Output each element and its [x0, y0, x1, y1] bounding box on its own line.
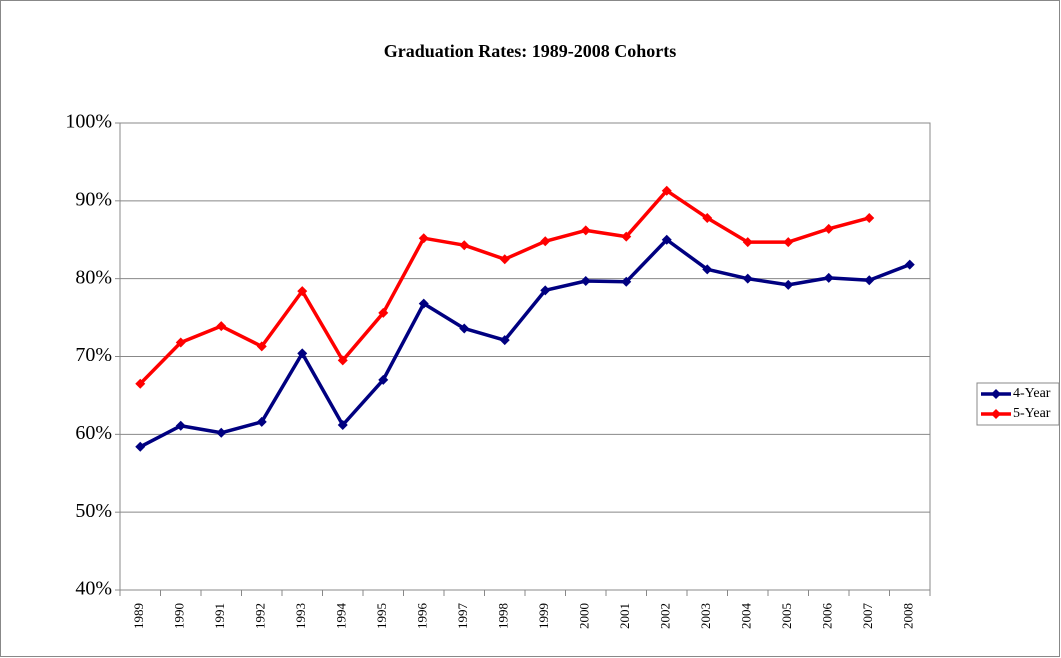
x-tick-label: 1989 — [131, 603, 146, 629]
data-point — [297, 348, 308, 359]
data-point — [337, 355, 348, 366]
data-point — [256, 341, 267, 352]
y-tick-label: 60% — [75, 422, 112, 444]
data-point — [621, 276, 632, 287]
data-point — [216, 427, 227, 438]
data-point — [135, 378, 146, 389]
data-point — [783, 237, 794, 248]
data-point — [864, 275, 875, 286]
data-point — [499, 335, 510, 346]
y-tick-label: 90% — [75, 188, 112, 210]
data-point — [175, 420, 186, 431]
chart-title: Graduation Rates: 1989-2008 Cohorts — [384, 41, 677, 61]
data-point — [783, 279, 794, 290]
data-point — [823, 223, 834, 234]
series-line — [139, 238, 911, 449]
x-tick-label: 2005 — [779, 603, 794, 629]
x-tick-label: 1999 — [536, 603, 551, 629]
x-tick-label: 2000 — [577, 603, 592, 629]
x-tick-label: 2006 — [820, 603, 835, 630]
data-point — [297, 286, 308, 297]
data-point — [904, 259, 915, 270]
data-point — [378, 374, 389, 385]
y-tick-label: 70% — [75, 344, 112, 366]
y-tick-label: 100% — [65, 111, 112, 133]
data-point — [823, 272, 834, 283]
data-point — [864, 212, 875, 223]
data-point — [337, 419, 348, 430]
x-tick-label: 2002 — [658, 603, 673, 629]
data-point — [418, 233, 429, 244]
data-point — [702, 264, 713, 275]
data-point — [540, 236, 551, 247]
data-point — [418, 298, 429, 309]
data-point — [742, 273, 753, 284]
x-tick-label: 1993 — [293, 603, 308, 629]
legend-label: 4-Year — [1013, 386, 1051, 401]
data-point — [499, 254, 510, 265]
x-tick-label: 1992 — [253, 603, 268, 629]
data-point — [702, 212, 713, 223]
data-point — [459, 240, 470, 251]
data-point — [378, 307, 389, 318]
legend-label: 5-Year — [1013, 406, 1051, 421]
data-point — [135, 441, 146, 452]
legend-marker — [991, 389, 1001, 399]
x-tick-label: 1996 — [415, 603, 430, 630]
legend-marker — [991, 409, 1001, 419]
data-point — [540, 285, 551, 296]
y-tick-label: 40% — [75, 578, 112, 600]
x-tick-label: 2001 — [617, 603, 632, 629]
x-tick-label: 1997 — [455, 603, 470, 630]
data-point — [580, 225, 591, 236]
x-tick-label: 2004 — [739, 603, 754, 630]
data-point — [621, 231, 632, 242]
x-tick-label: 2003 — [698, 603, 713, 629]
x-tick-label: 1998 — [496, 603, 511, 629]
x-tick-label: 1995 — [374, 603, 389, 629]
data-point — [661, 185, 672, 196]
data-point — [742, 237, 753, 248]
data-point — [661, 234, 672, 245]
data-point — [216, 321, 227, 332]
y-tick-label: 80% — [75, 266, 112, 288]
data-point — [459, 323, 470, 334]
x-tick-label: 2007 — [860, 603, 875, 630]
data-point — [580, 276, 591, 287]
x-tick-label: 2008 — [901, 603, 916, 629]
x-tick-label: 1994 — [334, 603, 349, 630]
x-tick-label: 1990 — [172, 603, 187, 629]
legend-box — [976, 382, 1060, 426]
data-point — [256, 416, 267, 427]
data-point — [175, 337, 186, 348]
x-tick-label: 1991 — [212, 603, 227, 629]
y-tick-label: 50% — [75, 500, 112, 522]
